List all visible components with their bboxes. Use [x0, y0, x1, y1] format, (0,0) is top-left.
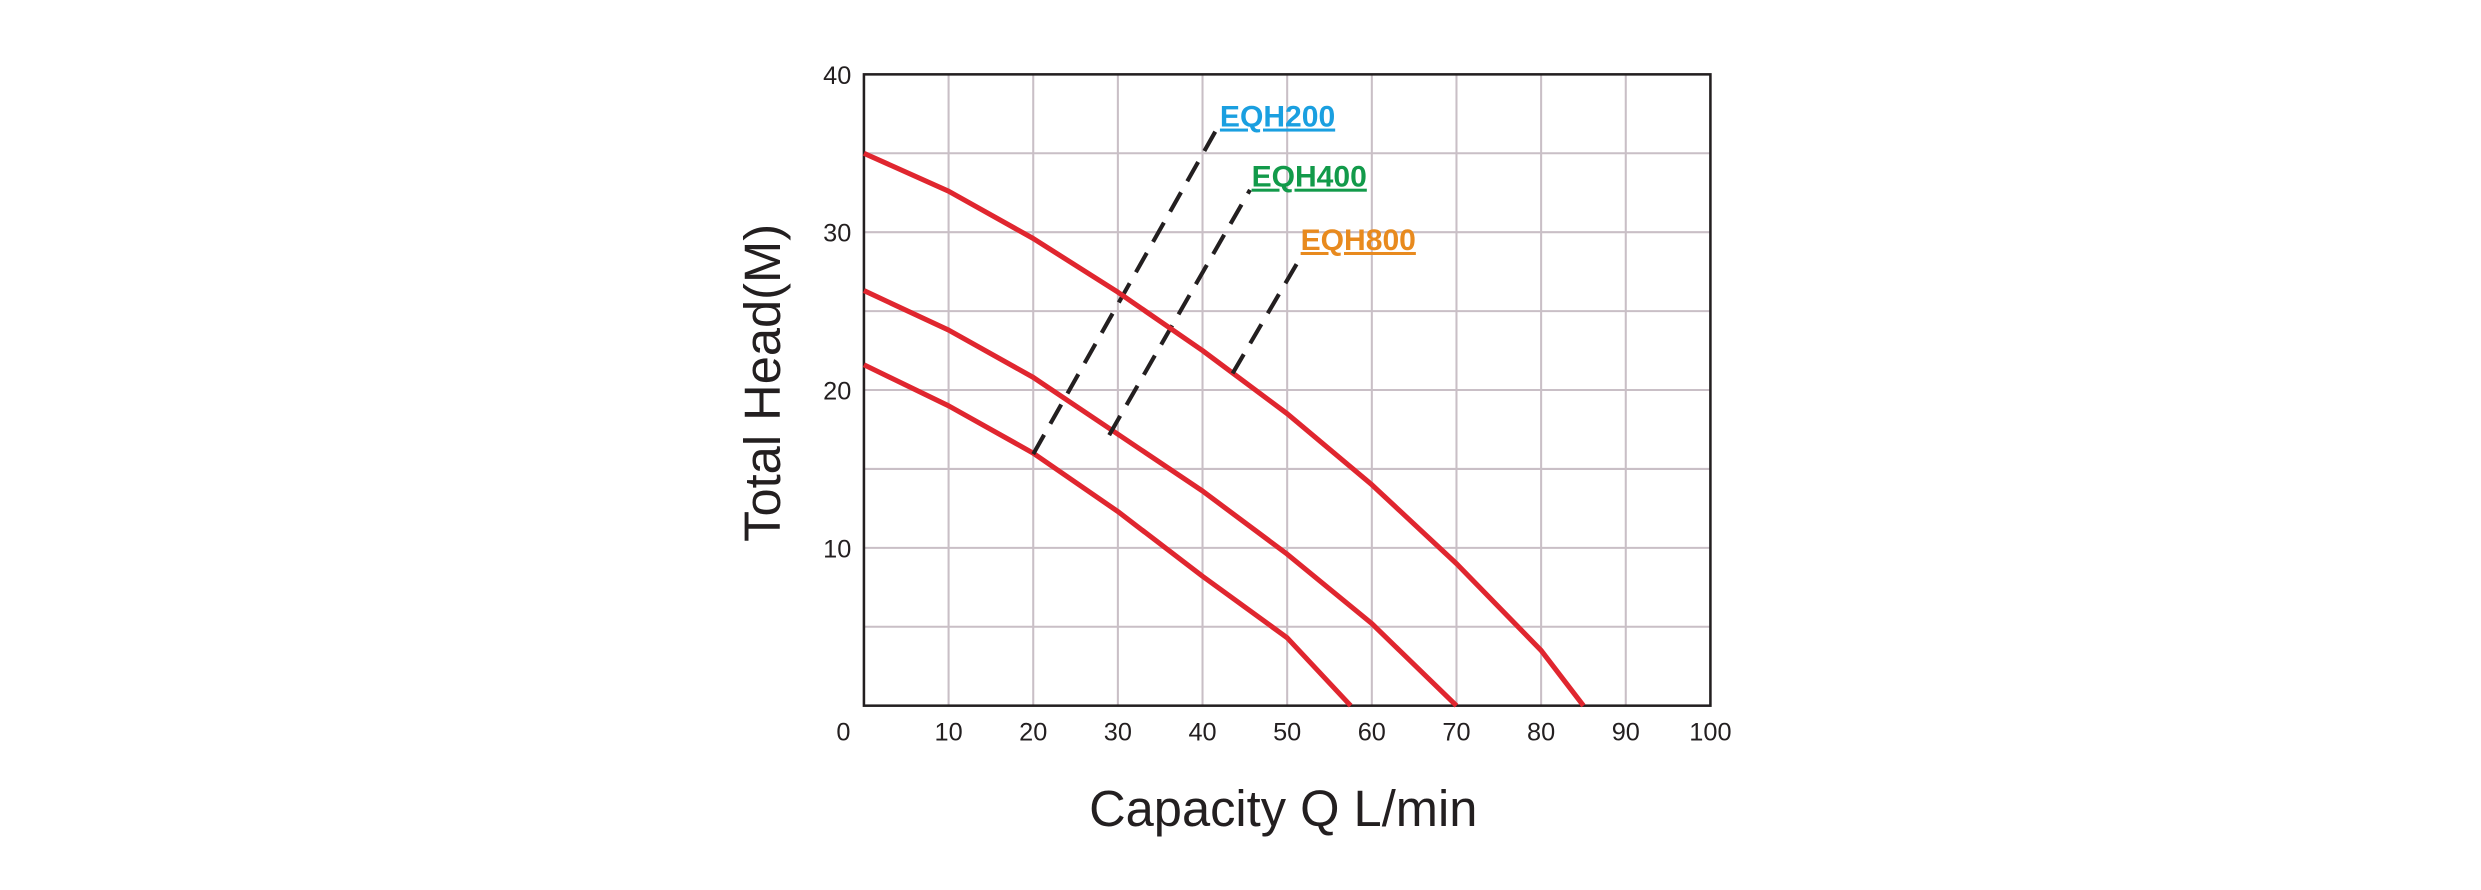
x-axis-title: Capacity Q L/min	[1089, 780, 1477, 837]
leader-line	[1031, 122, 1222, 456]
leader-line	[1107, 188, 1252, 437]
x-tick-label: 40	[1188, 718, 1216, 746]
series-label: EQH400	[1252, 161, 1367, 194]
y-tick-label: 30	[823, 220, 851, 248]
x-tick-label: 30	[1104, 718, 1132, 746]
x-tick-label: 0	[836, 718, 850, 746]
x-tick-label: 60	[1358, 718, 1386, 746]
curve	[862, 288, 1459, 708]
x-tick-label: 100	[1689, 718, 1731, 746]
y-tick-label: 40	[823, 62, 851, 90]
leader-line	[1230, 261, 1300, 375]
y-tick-label: 10	[823, 535, 851, 563]
series-label: EQH200	[1220, 101, 1335, 134]
curve	[862, 150, 1586, 708]
x-tick-label: 20	[1019, 718, 1047, 746]
curve	[862, 362, 1353, 708]
x-tick-label: 50	[1273, 718, 1301, 746]
series-label: EQH800	[1301, 224, 1416, 257]
x-tick-label: 80	[1527, 718, 1555, 746]
y-tick-label: 20	[823, 378, 851, 406]
x-tick-label: 10	[935, 718, 963, 746]
x-tick-label: 70	[1442, 718, 1470, 746]
x-tick-label: 90	[1612, 718, 1640, 746]
plot-frame	[862, 73, 1712, 707]
y-axis-title: Total Head(M)	[734, 224, 791, 542]
